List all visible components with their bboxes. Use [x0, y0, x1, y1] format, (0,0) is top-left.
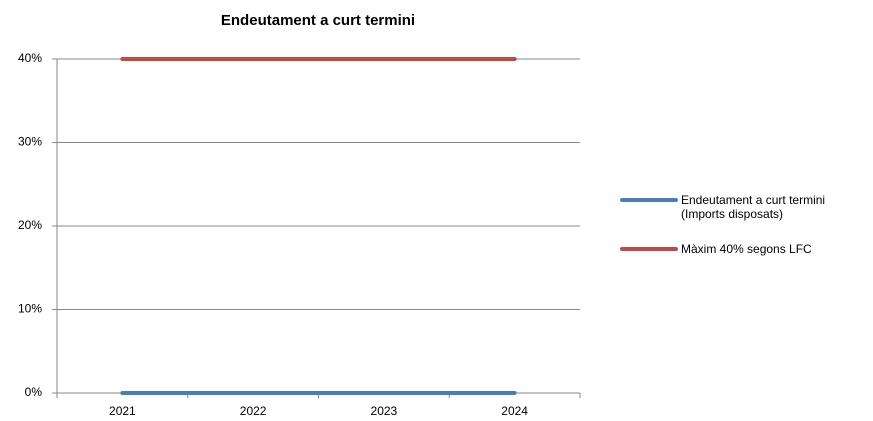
y-tick-label: 10% [18, 302, 42, 316]
x-tick-label: 2023 [371, 404, 398, 418]
y-tick-label: 0% [25, 385, 43, 399]
x-tick-label: 2021 [109, 404, 136, 418]
y-tick-label: 20% [18, 218, 42, 232]
legend-label: Endeutament a curt termini (Imports disp… [681, 193, 826, 221]
x-tick-label: 2022 [240, 404, 267, 418]
legend-label: Màxim 40% segons LFC [681, 242, 812, 256]
chart-title: Endeutament a curt termini [221, 12, 415, 29]
y-tick-label: 40% [18, 51, 42, 65]
y-tick-label: 30% [18, 135, 42, 149]
x-tick-label: 2024 [501, 404, 528, 418]
